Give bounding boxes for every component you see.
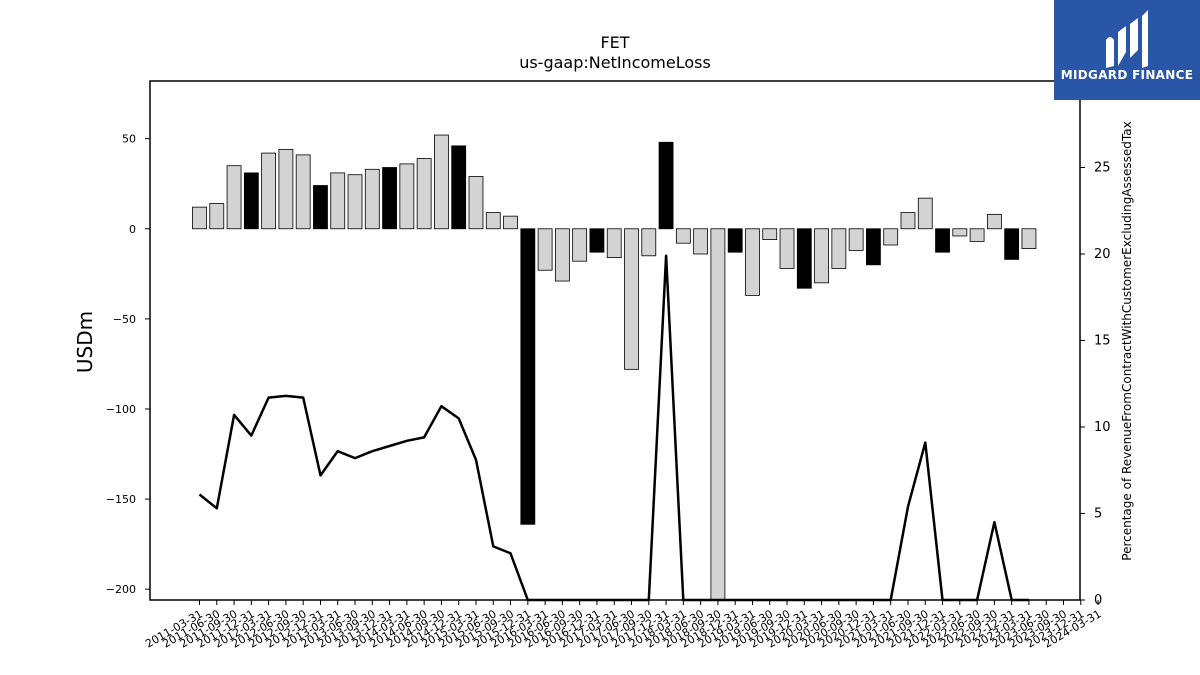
bar <box>1004 228 1020 260</box>
bar <box>192 206 207 230</box>
bar <box>848 228 864 251</box>
y-tick-label: −150 <box>106 493 136 506</box>
bar <box>468 176 484 230</box>
chart-title: FET <box>600 33 629 52</box>
bar <box>969 228 985 242</box>
bar <box>537 228 553 271</box>
bar <box>935 228 950 253</box>
y-tick-label: −100 <box>106 403 136 416</box>
brand-logo: MIDGARD FINANCE <box>1054 0 1200 100</box>
bar <box>503 215 518 230</box>
bar <box>243 172 259 230</box>
bar <box>520 228 536 525</box>
y-tick-label: 0 <box>129 223 136 236</box>
x-axis: 2011-03-312011-06-302011-09-302011-12-31… <box>143 600 1104 651</box>
bar <box>451 145 467 230</box>
bar <box>796 228 812 289</box>
bars-layer <box>192 134 1037 601</box>
y2-tick-label: 25 <box>1094 161 1111 176</box>
bar <box>779 228 795 269</box>
bar <box>900 212 916 230</box>
chart-subtitle: us-gaap:NetIncomeLoss <box>519 53 711 72</box>
bar <box>434 134 449 230</box>
bar <box>589 228 605 253</box>
bar <box>416 158 432 230</box>
bar <box>693 228 709 255</box>
logo-text: MIDGARD FINANCE <box>1060 68 1194 82</box>
y-axis-label: USDm <box>73 311 97 373</box>
bar <box>364 168 380 230</box>
bar <box>382 167 397 230</box>
y2-tick-label: 15 <box>1094 334 1111 349</box>
bar <box>866 228 881 266</box>
bar <box>986 213 1002 230</box>
bar <box>658 141 674 230</box>
bar <box>675 228 691 244</box>
bar <box>330 172 346 230</box>
y2-tick-label: 10 <box>1094 420 1111 435</box>
bar <box>952 228 968 237</box>
bar <box>814 228 829 284</box>
bar <box>831 228 847 269</box>
bar <box>261 152 277 230</box>
bar <box>347 174 363 230</box>
bar <box>313 185 328 230</box>
bar <box>485 212 501 230</box>
y-tick-label: −200 <box>106 583 136 596</box>
y2-axis-label: Percentage of RevenueFromContractWithCus… <box>1120 121 1134 560</box>
plot-frame <box>149 80 1081 601</box>
left-axis: −200 −150 −100 −50 0 50 <box>106 133 150 596</box>
bar <box>1021 228 1037 249</box>
bar <box>745 228 760 296</box>
y2-tick-label: 20 <box>1094 247 1111 262</box>
y-tick-label: 50 <box>122 133 136 146</box>
bar <box>641 228 657 257</box>
bar <box>226 165 242 230</box>
series-line <box>198 254 1029 602</box>
bar <box>606 228 622 259</box>
bar <box>399 163 415 230</box>
bar <box>917 197 933 230</box>
bar <box>572 228 588 262</box>
bar <box>624 228 639 370</box>
bar <box>554 228 570 282</box>
bar <box>295 154 311 230</box>
y2-tick-label: 5 <box>1094 507 1102 522</box>
logo-mark-icon <box>1106 10 1148 68</box>
bar <box>883 228 899 246</box>
bar <box>727 228 743 253</box>
bar <box>710 228 726 601</box>
y-tick-label: −50 <box>113 313 136 326</box>
bar <box>762 228 778 240</box>
bar <box>278 149 294 230</box>
bar <box>209 203 225 230</box>
line-layer <box>198 254 1029 602</box>
